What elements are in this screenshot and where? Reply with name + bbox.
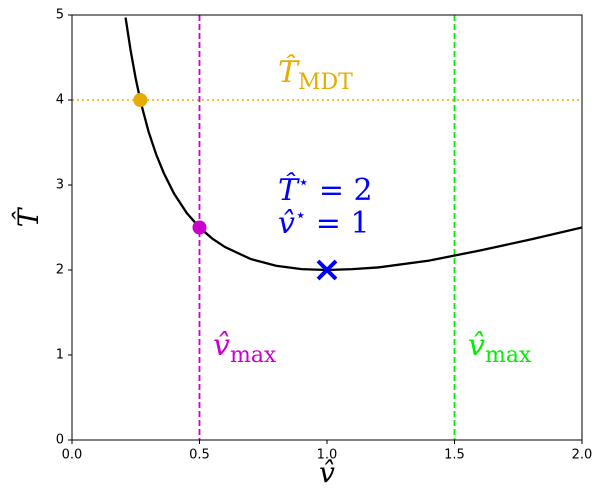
y-tick-label: 5 (56, 8, 64, 23)
annotation-subscript: max (485, 343, 532, 368)
annotation-symbol: T̂ (278, 55, 300, 90)
plot-frame (71, 14, 583, 441)
annotation-value: = 1 (306, 206, 369, 241)
x-axis-label: v̂ (319, 456, 335, 489)
y-tick-label: 2 (56, 263, 64, 278)
annotation: v̂max (213, 328, 277, 368)
x-tick-label: 1.5 (444, 448, 465, 463)
annotation-symbol: v̂ (468, 328, 485, 363)
y-tick-label: 1 (56, 348, 64, 363)
annotation: v̂⋆ = 1 (278, 205, 370, 241)
y-tick-label: 4 (56, 93, 64, 108)
x-tick-label: 1.0 (317, 448, 338, 463)
curve (124, 17, 582, 272)
y-tick-label: 3 (56, 178, 64, 193)
x-tick-label: 0.0 (62, 448, 83, 463)
annotation-superscript: ⋆ (298, 172, 309, 193)
annotation-symbol: T̂ (278, 173, 300, 208)
y-tick-label: 0 (56, 433, 64, 448)
annotation-superscript: ⋆ (295, 205, 306, 226)
annotation: v̂max (468, 328, 532, 368)
marker (133, 93, 148, 107)
marker (316, 259, 338, 281)
annotation-symbol: v̂ (213, 328, 230, 363)
annotation-symbol: v̂ (278, 206, 295, 241)
x-tick-label: 2.0 (572, 448, 593, 463)
annotation-subscript: MDT (298, 70, 353, 95)
annotation: T̂⋆ = 2 (278, 172, 373, 208)
annotation-subscript: max (230, 343, 277, 368)
annotation: T̂MDT (278, 55, 353, 95)
x-tick-label: 0.5 (189, 448, 210, 463)
annotation-value: = 2 (309, 173, 372, 208)
marker (192, 220, 207, 235)
y-axis-label: T̂ (12, 206, 45, 227)
